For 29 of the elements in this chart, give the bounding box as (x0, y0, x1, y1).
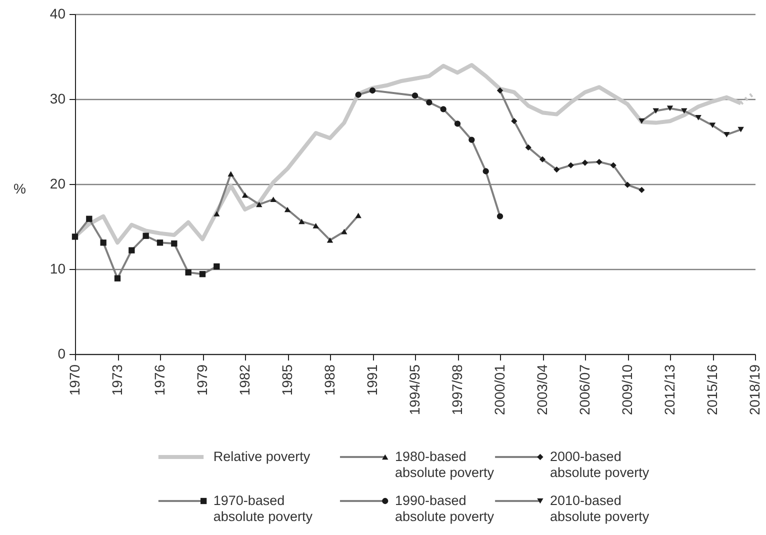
x-tick-label: 2015/16 (704, 364, 720, 416)
y-tick-label: 30 (50, 90, 66, 106)
y-tick-label: 40 (50, 6, 66, 22)
x-tick-label: 1988 (322, 364, 338, 396)
x-tick-label: 1985 (279, 364, 295, 396)
legend-label: 2000-based absolute poverty (550, 449, 650, 480)
legend-label: 1970-based absolute poverty (213, 493, 313, 524)
x-tick-label: 2003/04 (534, 364, 550, 416)
x-tick-label: 1982 (236, 364, 252, 396)
x-tick-label: 1976 (152, 364, 168, 396)
x-tick-label: 2006/07 (576, 364, 592, 416)
y-tick-label: 10 (50, 260, 66, 276)
x-tick-label: 2018/19 (746, 364, 762, 416)
x-tick-label: 2012/13 (662, 364, 678, 416)
x-tick-label: 2009/10 (619, 364, 635, 416)
y-axis-title: % (14, 180, 26, 196)
y-tick-label: 0 (58, 346, 66, 362)
legend-label: 1980-based absolute poverty (394, 449, 494, 480)
x-tick-label: 1997/98 (449, 364, 465, 416)
x-tick-label: 1979 (194, 364, 210, 396)
x-tick-label: 1991 (364, 364, 380, 396)
x-tick-label: 1970 (66, 364, 82, 396)
legend-label: Relative poverty (213, 449, 310, 464)
x-tick-label: 2000/01 (492, 364, 508, 416)
x-tick-label: 1994/95 (406, 364, 422, 416)
legend-label: 1990-based absolute poverty (394, 493, 494, 524)
x-tick-label: 1973 (109, 364, 125, 396)
legend-label: 2010-based absolute poverty (550, 493, 650, 524)
y-tick-label: 20 (50, 176, 66, 192)
